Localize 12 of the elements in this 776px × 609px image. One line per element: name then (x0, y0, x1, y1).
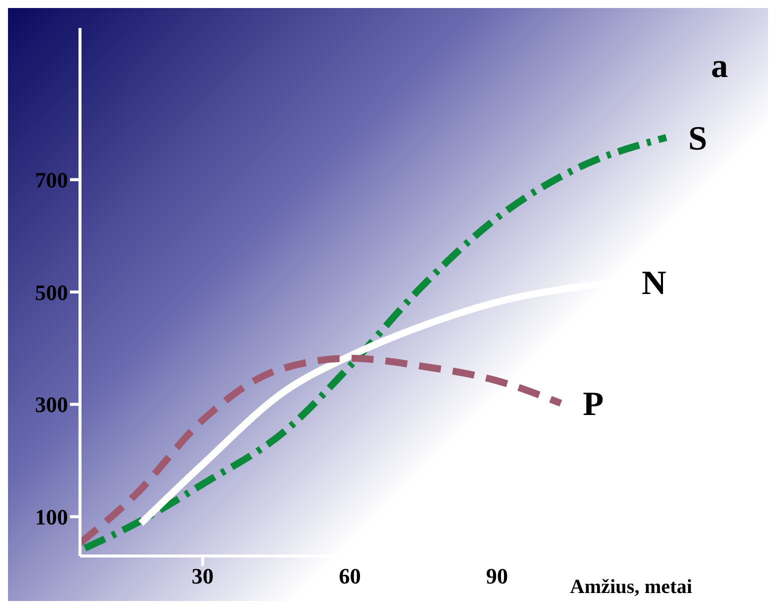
x-tick-label: 90 (486, 564, 508, 589)
x-axis-title: Amžius, metai (570, 576, 693, 598)
series-label: S (688, 120, 708, 158)
x-tick-label: 60 (338, 564, 361, 589)
series-label: P (582, 386, 604, 424)
series-label: N (642, 264, 667, 302)
text: a (711, 48, 728, 86)
y-tick-label: 700 (35, 167, 68, 192)
y-tick-label: 100 (35, 504, 68, 530)
x-tick-label: 30 (192, 564, 214, 589)
y-tick-label: 300 (35, 392, 68, 418)
y-tick-label: 500 (35, 280, 68, 305)
